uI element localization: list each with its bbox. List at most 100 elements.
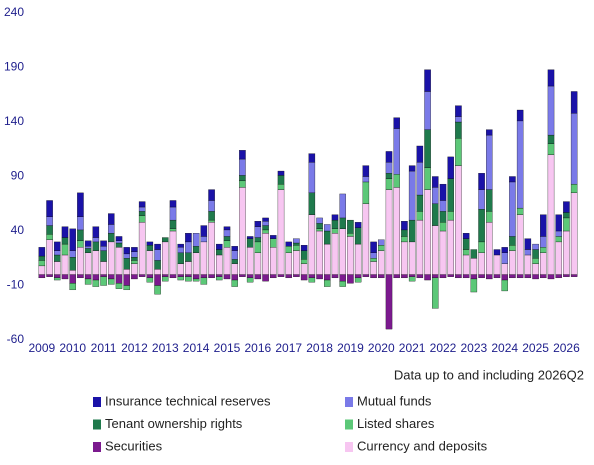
bar-segment [77,240,84,248]
bar-segment [432,225,439,275]
bar-segment [131,247,138,252]
bar-segment [570,113,578,185]
bar-segment [378,274,385,279]
bar-segment [270,238,277,248]
bar-segment [493,254,501,275]
bar-segment [262,274,269,282]
bar-segment [509,176,516,183]
legend-swatch [93,442,101,452]
bar-segment [131,263,138,275]
bar-segment [239,158,246,176]
bar-segment [69,283,76,291]
bar-segment [362,181,370,204]
bar-segment [540,247,547,253]
bar-segment [223,236,231,241]
bar-segment [478,241,485,253]
bar-segment [239,187,246,275]
bar-segment [401,236,408,243]
legend-label: Tenant ownership rights [105,416,243,431]
bar-segment [447,156,454,179]
bar-segment [393,274,400,279]
bar-segment [192,252,200,275]
bar-segment [185,233,192,243]
bar-segment [385,189,393,275]
bar-segment [493,249,501,256]
bar-segment [123,285,130,291]
bar-segment [470,249,478,259]
bar-segment [501,263,508,275]
x-tick-label: 2020 [368,341,395,355]
bar-segment [393,187,400,275]
bar-segment [46,234,53,240]
bar-segment [154,274,161,286]
bar-segment [246,247,254,275]
x-tick-label: 2025 [522,341,549,355]
bar-segment [146,245,154,251]
bar-segment [354,227,362,245]
bar-segment [501,274,508,281]
bar-segment [486,134,493,190]
bar-segment [547,134,555,144]
bar-segment [362,274,370,277]
bar-segment [138,274,146,277]
bar-segment [339,217,346,229]
bar-segment [455,165,462,275]
bar-segment [462,254,470,275]
bar-segment [208,219,215,223]
bar-segment [378,245,385,251]
bar-segment [285,246,292,253]
y-tick-label: 190 [4,60,24,74]
bar-segment [277,274,285,277]
bar-segment [200,225,208,237]
bar-segment [455,274,462,279]
y-tick-label: 240 [4,5,24,19]
bar-segment [108,241,115,275]
bar-segment [470,258,478,275]
legend-swatch [345,397,353,407]
bar-segment [424,167,431,190]
y-tick-label: 40 [11,223,25,237]
bar-segment [200,274,208,279]
bar-segment [532,258,539,264]
bar-segment [447,178,454,212]
bar-segment [408,274,416,277]
bar-segment [131,274,138,280]
bar-segment [324,243,331,275]
bar-segment [563,230,570,275]
bar-segment [370,252,377,259]
bar-segment [370,258,377,262]
bar-segment [432,187,439,204]
x-tick-label: 2026 [553,341,580,355]
bar-segment [216,274,223,277]
bar-segment [293,250,300,275]
bar-segment [169,230,177,275]
bar-segment [61,237,69,245]
bar-segment [162,274,169,277]
x-tick-label: 2013 [152,341,179,355]
bar-segment [378,239,385,246]
x-tick-label: 2018 [306,341,333,355]
bar-segment [347,219,354,234]
bar-segment [339,193,346,219]
bar-segment [69,270,76,275]
bar-segment [516,207,524,215]
bar-segment [146,250,154,275]
legend-swatch [93,397,101,407]
bar-segment [324,274,331,281]
bar-segment [246,277,254,283]
bar-segment [308,153,316,163]
x-tick-label: 2016 [245,341,272,355]
bar-segment [424,91,431,130]
bar-segment [231,274,238,281]
bar-segment [177,276,184,281]
bar-segment [254,221,262,227]
bar-segment [293,274,300,277]
bar-segment [470,274,478,280]
bar-segment [216,249,223,256]
bar-segment [408,276,416,282]
bar-segment [38,274,46,279]
bar-segment [339,228,346,275]
bar-segment [524,254,532,275]
bar-segment [493,274,501,279]
bar-segment [555,241,562,275]
